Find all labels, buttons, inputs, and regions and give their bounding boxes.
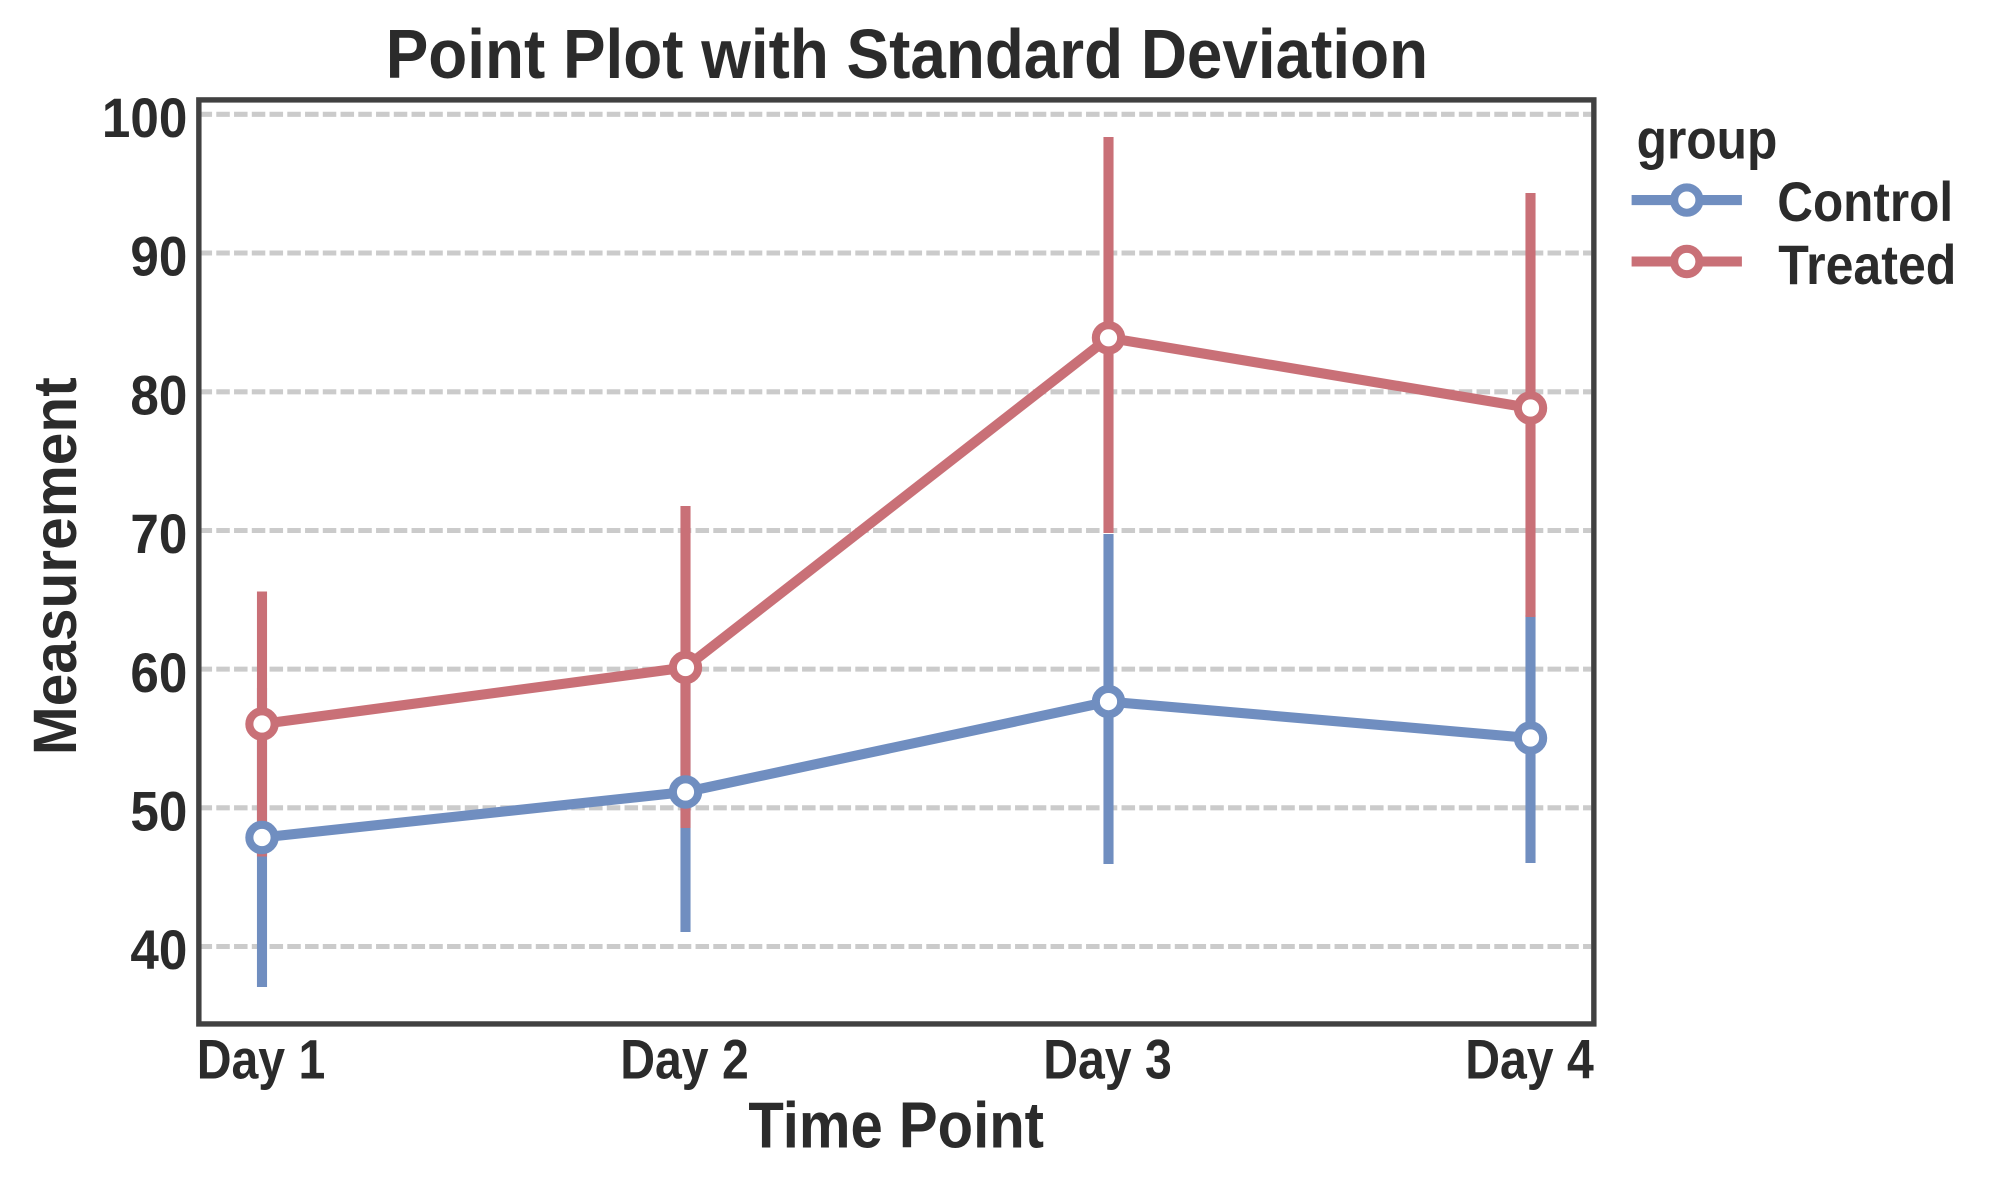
svg-text:50: 50 [130, 782, 187, 843]
svg-text:Measurement: Measurement [21, 377, 89, 755]
svg-text:group: group [1637, 109, 1778, 171]
svg-text:Point Plot with Standard Devia: Point Plot with Standard Deviation [386, 16, 1428, 93]
svg-text:40: 40 [130, 920, 187, 981]
svg-text:100: 100 [102, 88, 187, 149]
svg-text:70: 70 [130, 504, 187, 565]
svg-text:Treated: Treated [1778, 235, 1956, 297]
svg-text:Control: Control [1777, 173, 1953, 234]
svg-text:80: 80 [130, 366, 187, 427]
svg-text:60: 60 [130, 643, 187, 704]
svg-text:Day 3: Day 3 [1043, 1029, 1172, 1091]
svg-text:Day 1: Day 1 [197, 1029, 326, 1091]
svg-text:90: 90 [130, 227, 187, 288]
svg-text:Day 4: Day 4 [1465, 1029, 1594, 1091]
svg-text:Day 2: Day 2 [620, 1029, 749, 1091]
svg-text:Time Point: Time Point [748, 1090, 1044, 1163]
